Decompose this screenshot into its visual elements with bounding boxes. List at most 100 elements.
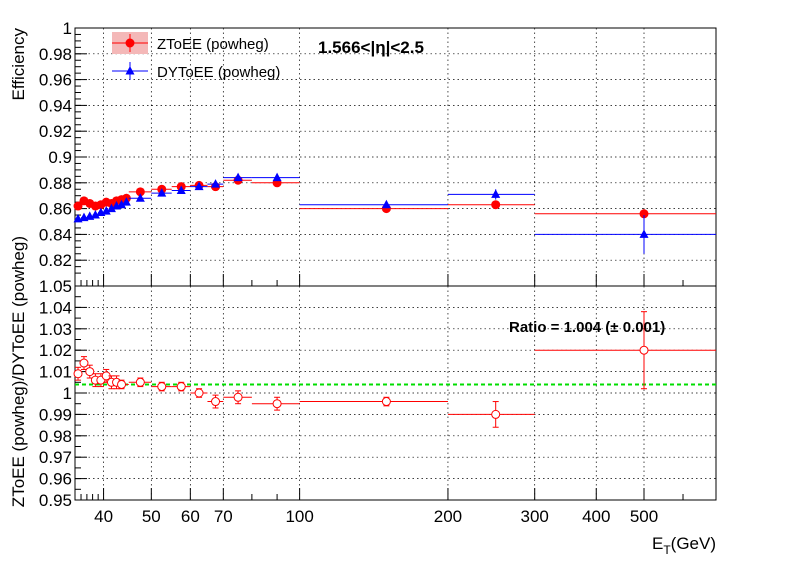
top-y-axis-title: Efficiency: [9, 28, 28, 101]
top-point: [121, 197, 131, 206]
bottom-point: [299, 396, 448, 407]
top-point: [207, 179, 224, 188]
bottom-y-axis-title: ZToEE (powheg)/DYToEE (powheg): [9, 236, 28, 507]
bottom-y-tick-label: 0.95: [39, 491, 72, 510]
top-marker-circle: [491, 200, 501, 210]
bottom-point: [447, 401, 535, 428]
top-point: [299, 199, 448, 209]
top-point: [447, 189, 535, 200]
x-tick-label: 500: [630, 507, 658, 526]
top-marker-triangle: [176, 185, 186, 195]
bottom-marker-open-circle: [157, 382, 167, 392]
eta-range-label: 1.566<|η|<2.5: [318, 38, 424, 57]
top-y-tick-label: 0.86: [39, 200, 72, 219]
bottom-marker-open-circle: [117, 379, 127, 389]
x-tick-label: 100: [285, 507, 313, 526]
bottom-marker-open-circle: [233, 392, 243, 402]
bottom-y-tick-label: 1.05: [39, 277, 72, 296]
legend-label-ztoee: ZToEE (powheg): [157, 36, 269, 53]
top-marker-triangle: [157, 188, 167, 197]
top-point: [128, 187, 152, 197]
top-y-tick-label: 0.94: [39, 96, 72, 115]
bottom-point: [207, 394, 224, 409]
legend: ZToEE (powheg) DYToEE (powheg): [112, 32, 280, 81]
top-marker-triangle: [101, 206, 111, 215]
top-point: [128, 193, 152, 202]
bottom-point: [73, 366, 83, 381]
top-marker-triangle: [211, 179, 221, 188]
legend-label-dytoee: DYToEE (powheg): [157, 64, 280, 81]
top-y-tick-label: 1: [63, 19, 72, 38]
x-tick-label: 50: [142, 507, 161, 526]
top-y-tick-label: 0.84: [39, 225, 72, 244]
x-axis-title-main: E: [652, 534, 663, 553]
bottom-marker-open-circle: [272, 399, 282, 409]
figure-labels: ZToEE (powheg) DYToEE (powheg) 1.566<|η|<2…: [9, 28, 716, 557]
bottom-point: [171, 381, 191, 392]
top-marker-triangle: [106, 203, 116, 213]
top-panel: 0.82 0.84 0.86 0.88 0.9 0.92 0.94 0.96 0.98 1: [39, 19, 717, 287]
x-tick-label: 400: [582, 507, 610, 526]
bottom-point: [534, 311, 716, 390]
bottom-marker-open-circle: [85, 367, 95, 377]
x-tick-label: 300: [521, 507, 549, 526]
bottom-point: [223, 390, 252, 405]
top-marker-circle: [639, 209, 649, 219]
bottom-marker-open-circle: [135, 377, 145, 387]
bottom-marker-open-circle: [491, 409, 501, 419]
bottom-marker-open-circle: [211, 397, 221, 407]
top-marker-triangle: [381, 199, 391, 209]
bottom-marker-open-circle: [381, 397, 391, 407]
bottom-y-tick-label: 1.02: [39, 341, 72, 360]
bottom-y-tick-label: 0.96: [39, 470, 72, 489]
top-marker-triangle: [233, 172, 243, 182]
bottom-point: [117, 379, 129, 390]
x-axis-title-sub: T: [663, 543, 671, 557]
top-y-tick-label: 0.9: [48, 148, 72, 167]
bottom-y-tick-label: 1.01: [39, 363, 72, 382]
legend-marker-ztoee: [125, 38, 135, 48]
bottom-point: [128, 377, 152, 388]
x-tick-label: 200: [434, 507, 462, 526]
top-marker-circle: [135, 187, 145, 197]
bottom-marker-open-circle: [194, 388, 204, 398]
top-marker-triangle: [194, 181, 204, 191]
x-tick-label: 40: [94, 507, 113, 526]
x-axis-title: ET(GeV): [652, 534, 716, 557]
top-point: [251, 172, 300, 182]
top-point: [190, 181, 208, 191]
top-marker-circle: [73, 201, 83, 211]
top-marker-triangle: [135, 193, 145, 202]
bottom-point: [101, 368, 111, 383]
bottom-y-tick-label: 0.97: [39, 448, 72, 467]
top-marker-triangle: [272, 172, 282, 182]
top-point: [223, 172, 252, 182]
top-point: [151, 188, 172, 197]
top-y-tick-label: 0.92: [39, 122, 72, 141]
top-marker-triangle: [491, 189, 501, 198]
ratio-value-label: Ratio = 1.004 (± 0.001): [509, 319, 665, 336]
x-tick-label: 70: [214, 507, 233, 526]
bottom-y-tick-label: 0.99: [39, 405, 72, 424]
bottom-marker-open-circle: [176, 382, 186, 392]
bottom-point: [79, 356, 89, 370]
bottom-point: [190, 388, 208, 398]
bottom-y-tick-label: 1: [63, 384, 72, 403]
top-point: [534, 215, 716, 254]
top-y-tick-label: 0.98: [39, 45, 72, 64]
legend-marker-dytoee: [125, 66, 135, 75]
top-point: [534, 209, 716, 219]
top-y-tick-label: 0.96: [39, 71, 72, 90]
top-y-tick-label: 0.88: [39, 174, 72, 193]
top-point: [447, 200, 535, 210]
bottom-marker-open-circle: [79, 358, 89, 368]
bottom-point: [151, 381, 172, 392]
bottom-point: [85, 364, 95, 379]
bottom-marker-open-circle: [73, 369, 83, 379]
top-point: [171, 185, 191, 195]
top-y-tick-label: 0.82: [39, 251, 72, 270]
top-marker-triangle: [639, 229, 649, 238]
top-marker-triangle: [117, 199, 127, 209]
bottom-marker-open-circle: [639, 345, 649, 355]
